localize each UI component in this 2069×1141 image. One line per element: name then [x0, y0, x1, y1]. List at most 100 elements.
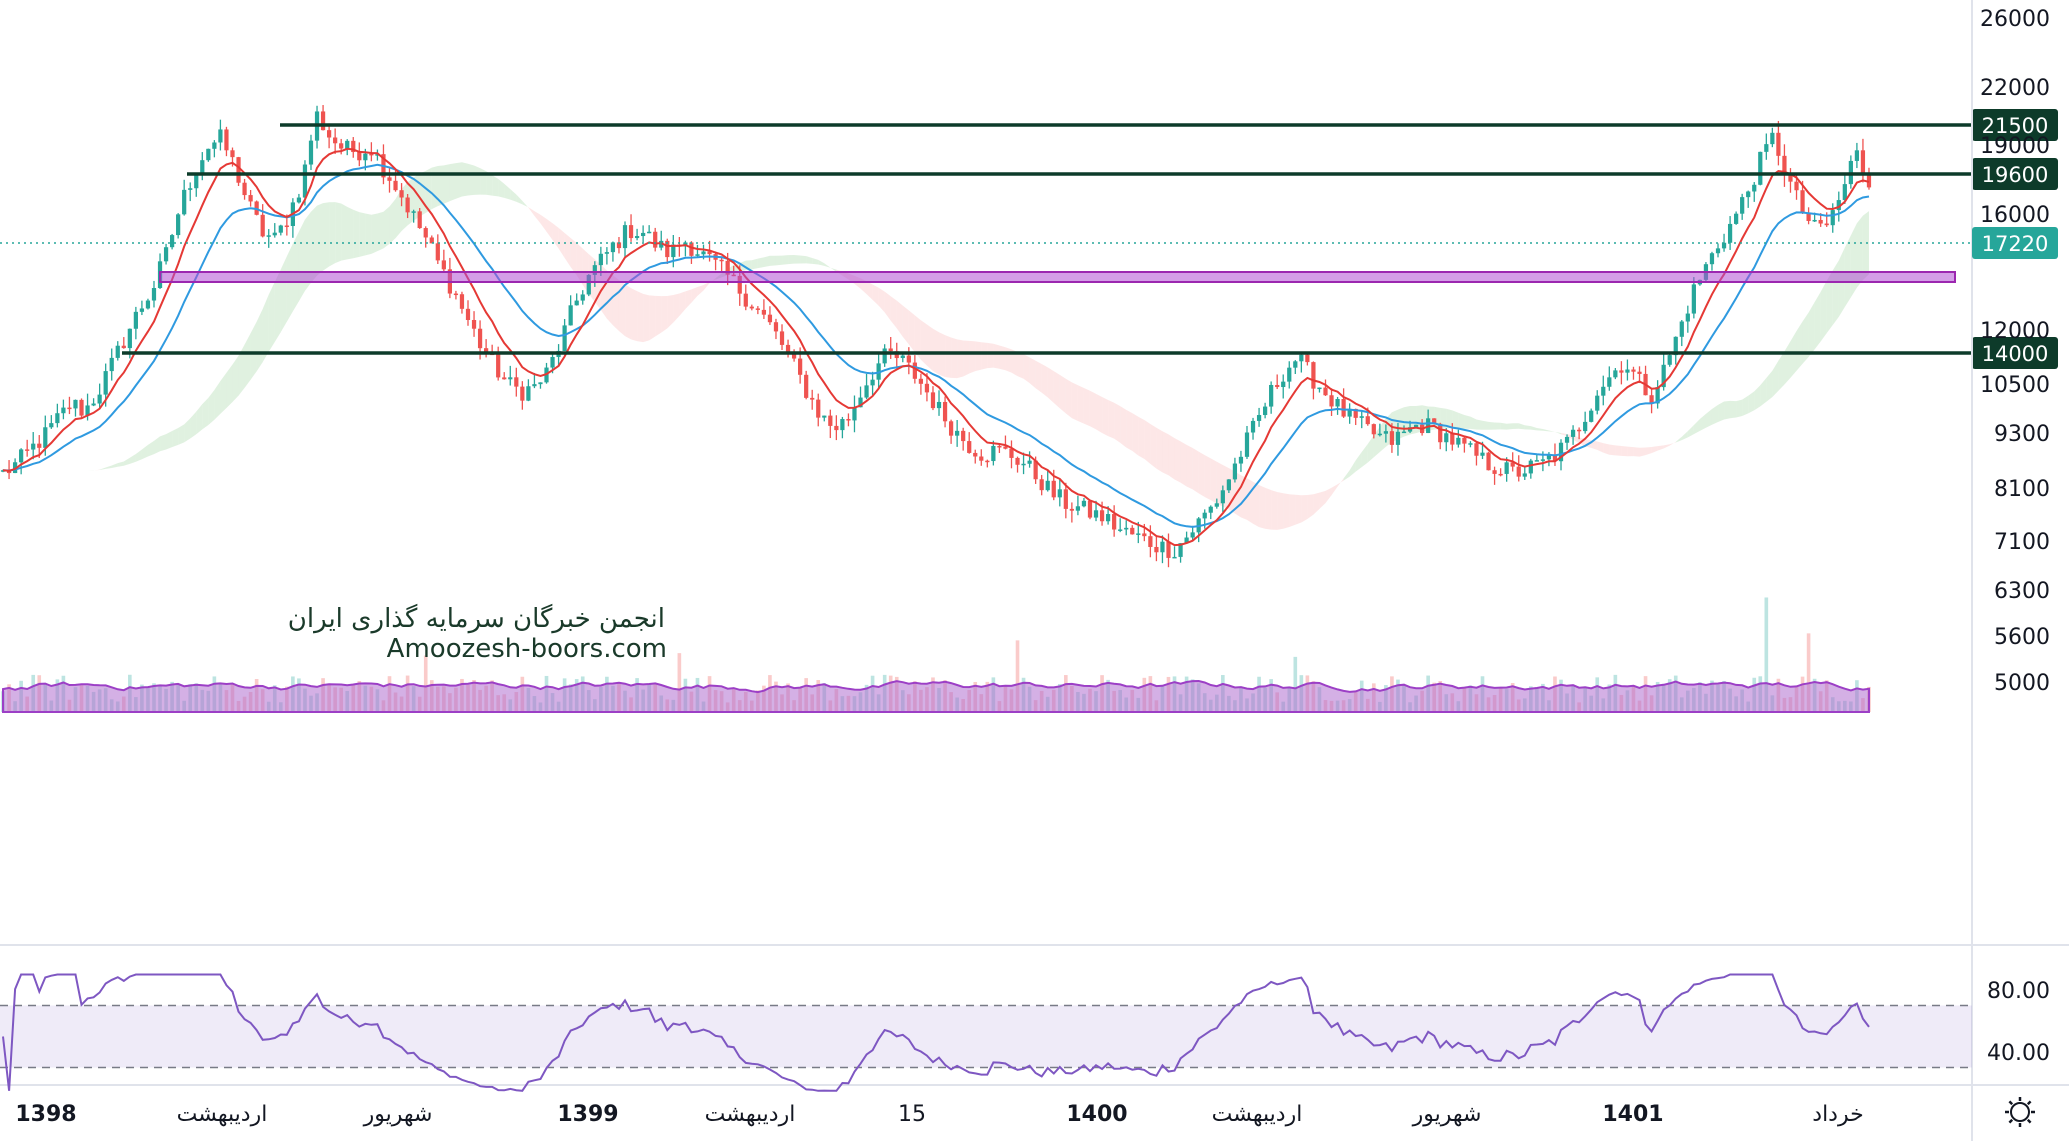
- cloud-segment: [1325, 487, 1332, 504]
- candle-body: [284, 225, 289, 228]
- time-label: 1398: [15, 1102, 76, 1127]
- candle-body: [1003, 446, 1008, 449]
- time-axis[interactable]: 1398 اردیبهشت شهریور 1399 اردیبهشت 15 1400 اردی…: [15, 1102, 1863, 1127]
- candle-body: [151, 288, 157, 301]
- level-badge: [1972, 337, 2058, 369]
- price-axis[interactable]: 26000 22000 19000 16000 12000 10500 9300 8100 71…: [1980, 7, 2050, 696]
- candle-body: [870, 379, 875, 386]
- candle-body: [73, 399, 78, 409]
- cloud-segment: [492, 175, 499, 197]
- candle-body: [218, 129, 223, 143]
- time-label: اردیبهشت: [705, 1102, 796, 1127]
- cloud-segment: [1337, 478, 1344, 487]
- cloud-segment: [552, 223, 559, 249]
- candle-body: [743, 293, 748, 307]
- cloud-segment: [806, 256, 813, 264]
- rsi-axis[interactable]: 80.00 40.00: [1987, 979, 2050, 1066]
- candle-body: [858, 397, 863, 408]
- candle-body: [1136, 533, 1141, 535]
- candle-body: [1432, 418, 1437, 424]
- cloud-segment: [769, 255, 776, 266]
- candle-body: [508, 377, 513, 380]
- cloud-segment: [902, 305, 909, 345]
- candle-body: [429, 237, 434, 244]
- candle-body: [43, 427, 48, 448]
- candle-body: [671, 244, 676, 258]
- cloud-segment: [1621, 446, 1628, 457]
- cloud-segment: [1591, 440, 1598, 450]
- cloud-segment: [691, 286, 698, 303]
- cloud-segment: [1856, 215, 1863, 288]
- cloud-segment: [1657, 445, 1664, 451]
- cloud-segment: [775, 255, 783, 266]
- cloud-segment: [866, 281, 873, 300]
- cloud-segment: [963, 340, 970, 377]
- cloud-segment: [1440, 407, 1447, 429]
- cloud-segment: [697, 284, 704, 296]
- cloud-segment: [256, 308, 263, 372]
- cloud-segment: [1832, 260, 1839, 325]
- candle-body: [1166, 541, 1171, 558]
- cloud-segment: [1500, 422, 1507, 430]
- candle-body: [1830, 210, 1835, 226]
- candle-body: [1818, 219, 1823, 224]
- candle-body: [1299, 354, 1304, 362]
- cloud-segment: [208, 389, 215, 426]
- cloud-segment: [1271, 490, 1278, 530]
- price-tick-label: 16000: [1980, 203, 2050, 228]
- candle-body: [1812, 219, 1817, 222]
- watermark-url: Amoozesh-boors.com: [387, 634, 667, 664]
- level-badge-label: 21500: [1982, 114, 2049, 138]
- time-label: شهریور: [1412, 1102, 1482, 1127]
- candle-body: [1359, 416, 1364, 418]
- cloud-segment: [141, 444, 148, 460]
- candle-body: [598, 253, 603, 266]
- cloud-segment: [190, 411, 197, 439]
- candle-body: [1806, 213, 1811, 221]
- candle-body: [1564, 436, 1570, 443]
- cloud-segment: [685, 289, 692, 309]
- cloud-segment: [1488, 421, 1495, 430]
- cloud-segment: [1180, 441, 1187, 487]
- cloud-segment: [407, 177, 414, 226]
- cloud-segment: [347, 206, 354, 260]
- horizontal-levels[interactable]: 21500 19600 14000: [122, 109, 2058, 369]
- cloud-segment: [993, 343, 1000, 369]
- cloud-segment: [655, 295, 662, 337]
- cloud-segment: [1053, 371, 1060, 409]
- cloud-segment: [1041, 363, 1048, 398]
- candle-body: [641, 232, 646, 237]
- cloud-segment: [480, 168, 487, 195]
- candle-body: [351, 140, 356, 153]
- cloud-segment: [969, 340, 976, 374]
- cloud-segment: [1548, 430, 1555, 432]
- cloud-segment: [1162, 431, 1169, 476]
- cloud-segment: [335, 202, 342, 264]
- candle-body: [435, 243, 440, 261]
- cloud-segment: [1766, 370, 1773, 402]
- cloud-segment: [782, 255, 789, 265]
- candle-body: [1456, 437, 1461, 445]
- candle-body: [393, 180, 398, 191]
- cloud-segment: [908, 310, 915, 353]
- candle-body: [465, 308, 471, 320]
- cloud-segment: [172, 428, 179, 448]
- gear-icon[interactable]: [2005, 1097, 2035, 1127]
- candle-body: [1244, 432, 1250, 457]
- candle-body: [840, 419, 845, 431]
- cloud-segment: [540, 214, 547, 232]
- candle-body: [918, 378, 924, 384]
- cloud-segment: [1397, 407, 1404, 440]
- candle-body: [1220, 490, 1225, 504]
- candle-body: [236, 157, 241, 183]
- cloud-segment: [1711, 404, 1719, 425]
- candle-body: [1492, 470, 1497, 474]
- candle-body: [145, 300, 151, 309]
- candle-body: [1444, 433, 1449, 443]
- candle-body: [906, 355, 911, 363]
- cloud-segment: [268, 282, 275, 352]
- candle-body: [1238, 456, 1244, 464]
- cloud-segment: [1446, 408, 1453, 429]
- candle-body: [514, 377, 519, 387]
